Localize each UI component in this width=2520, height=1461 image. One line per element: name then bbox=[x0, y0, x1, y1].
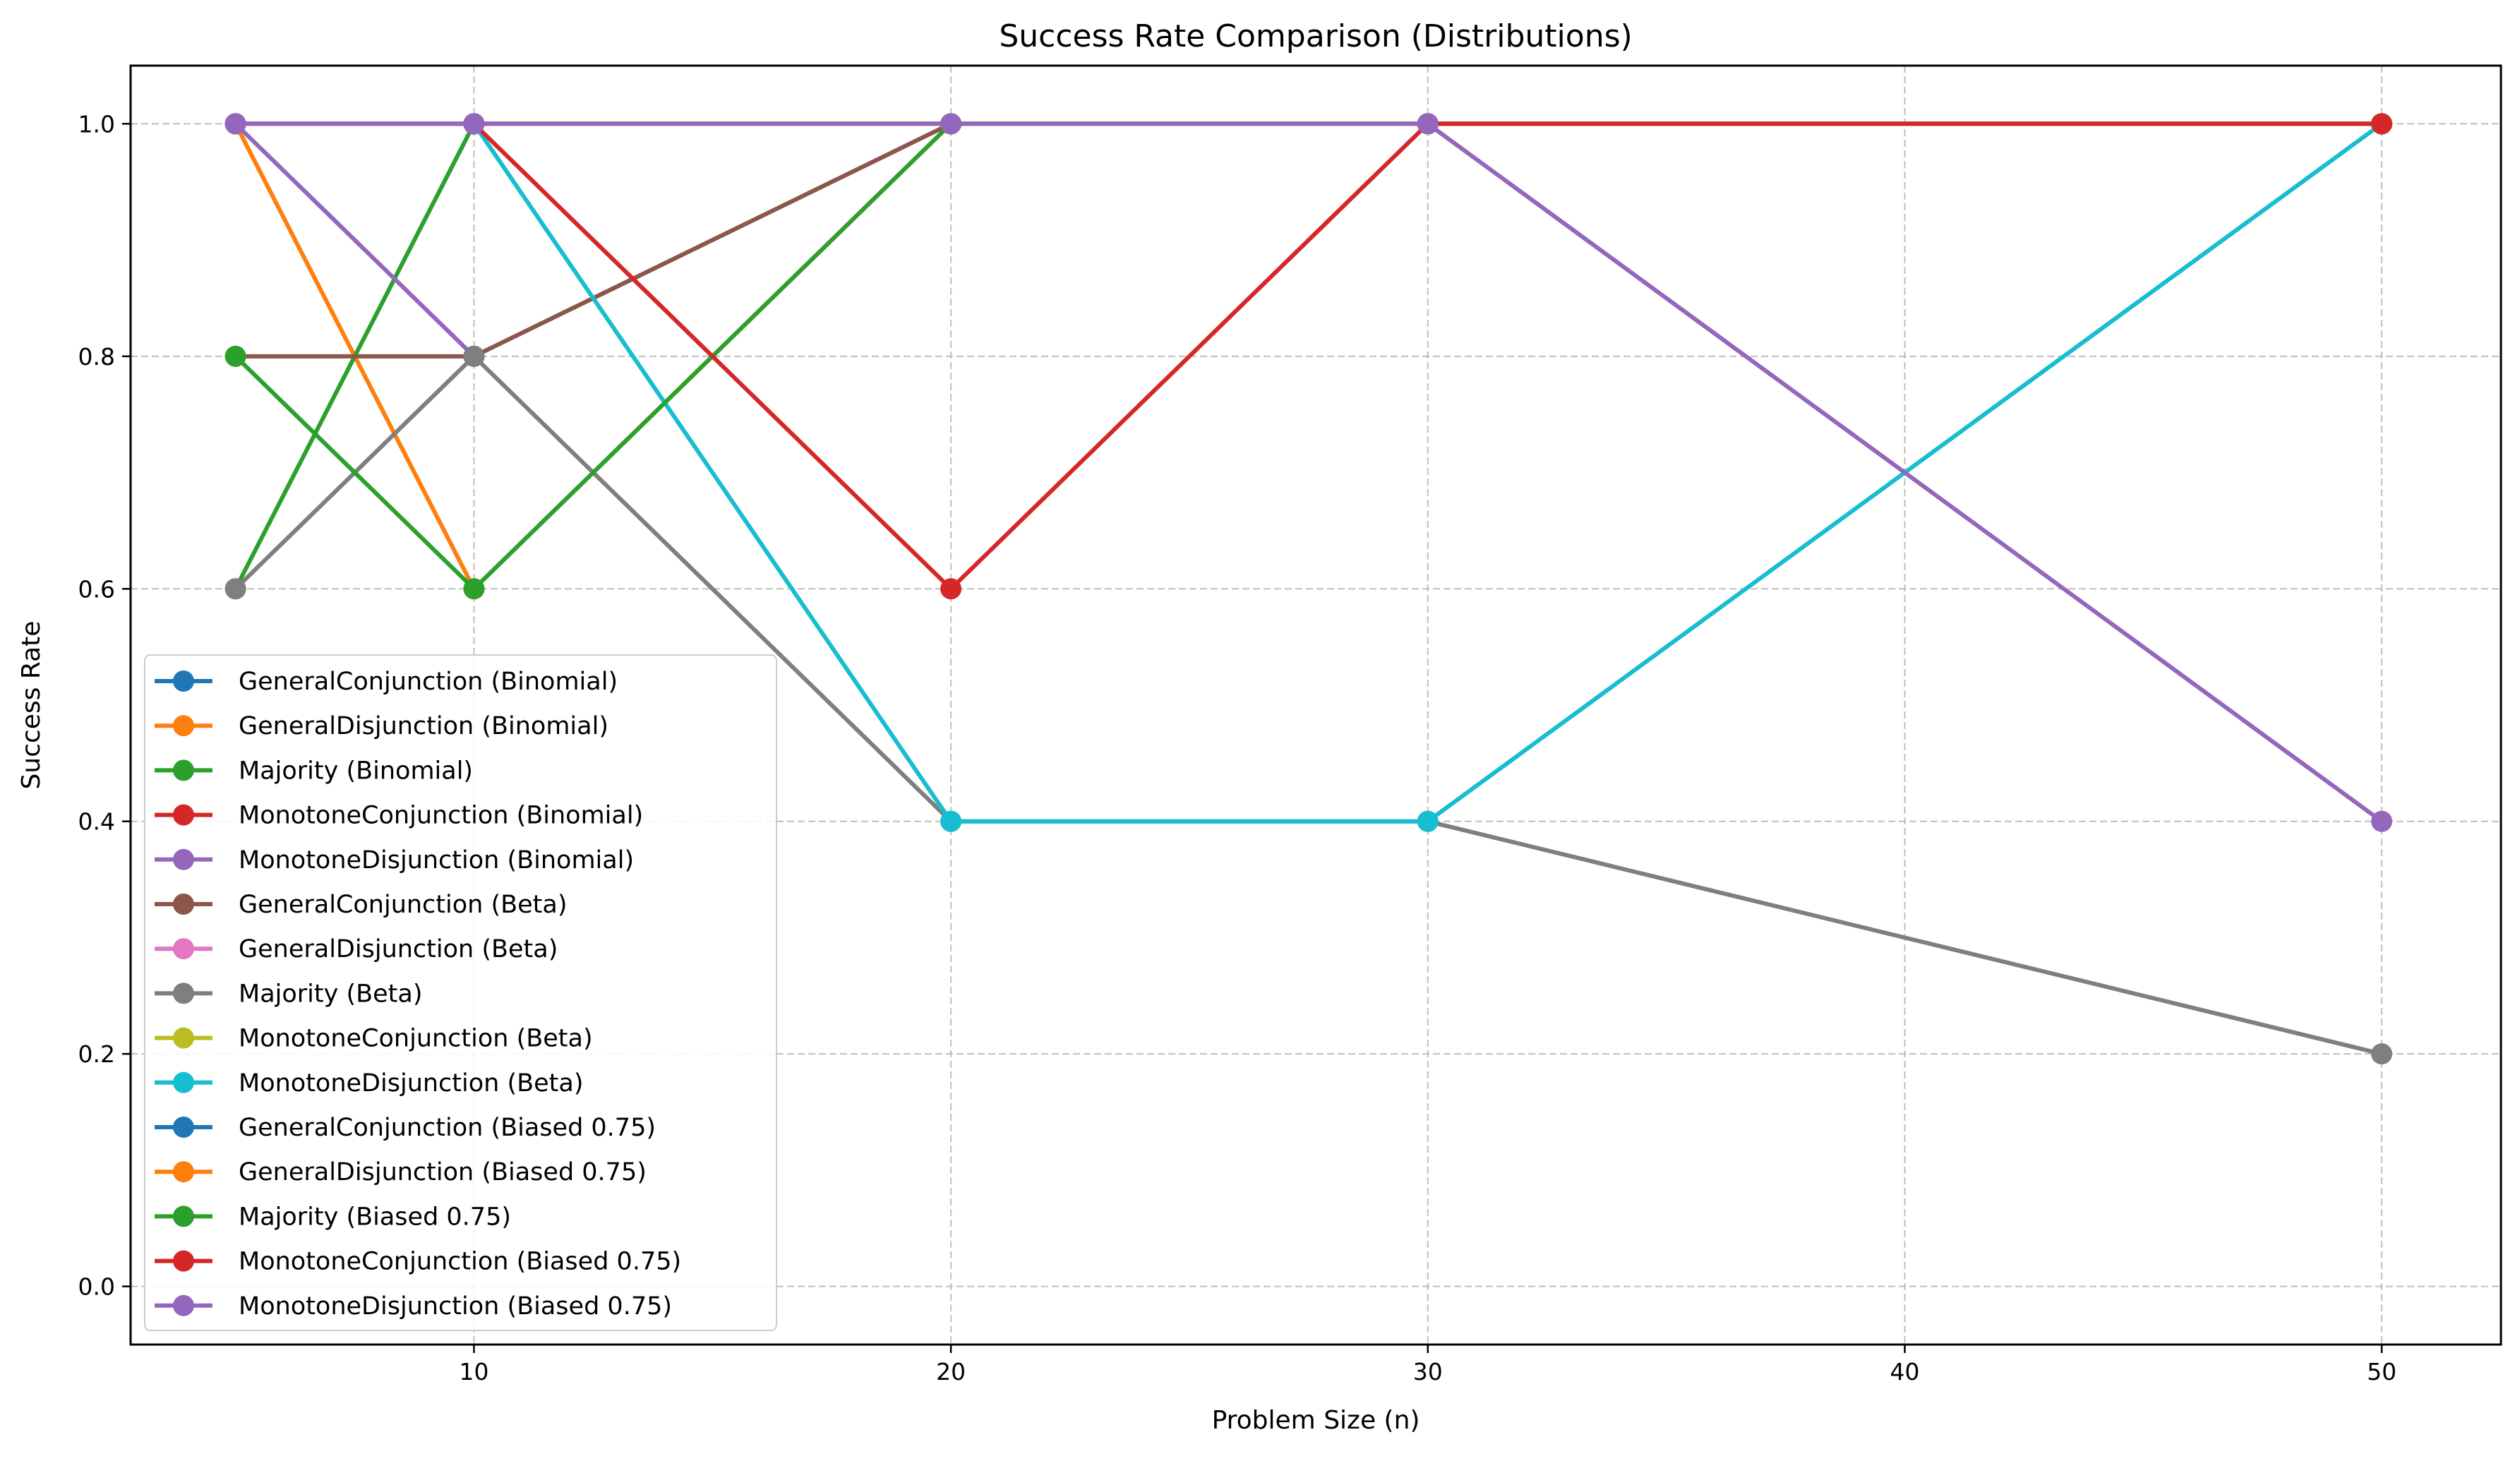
plot-frame bbox=[129, 64, 2502, 1346]
legend-label: GeneralDisjunction (Binomial) bbox=[239, 712, 608, 740]
data-point bbox=[940, 810, 962, 832]
legend-label: MonotoneDisjunction (Binomial) bbox=[239, 846, 634, 874]
legend-marker bbox=[173, 1294, 194, 1316]
y-tick-label: 1.0 bbox=[78, 110, 115, 138]
series-layer bbox=[224, 113, 2393, 1065]
x-tick-label: 30 bbox=[1413, 1358, 1443, 1385]
legend-marker bbox=[173, 894, 194, 915]
legend-label: GeneralDisjunction (Beta) bbox=[239, 935, 558, 963]
legend-entry: MonotoneDisjunction (Biased 0.75) bbox=[155, 1292, 672, 1321]
legend-entry: Majority (Biased 0.75) bbox=[155, 1203, 511, 1231]
legend-label: MonotoneConjunction (Biased 0.75) bbox=[239, 1248, 681, 1276]
legend-entry: MonotoneConjunction (Binomial) bbox=[155, 802, 643, 830]
legend-entry: MonotoneConjunction (Biased 0.75) bbox=[155, 1248, 681, 1276]
chart-title: Success Rate Comparison (Distributions) bbox=[999, 18, 1632, 54]
legend-marker bbox=[173, 1071, 194, 1093]
y-tick-label: 0.2 bbox=[78, 1040, 115, 1068]
x-tick-label: 10 bbox=[459, 1358, 488, 1385]
data-point bbox=[1417, 113, 1439, 135]
y-tick-label: 0.6 bbox=[78, 575, 115, 603]
y-tick-label: 0.4 bbox=[78, 808, 115, 836]
legend: GeneralConjunction (Binomial) GeneralDisj… bbox=[144, 654, 777, 1331]
legend-label: MonotoneDisjunction (Biased 0.75) bbox=[239, 1292, 672, 1321]
legend-marker bbox=[173, 848, 194, 870]
legend-label: GeneralConjunction (Biased 0.75) bbox=[239, 1114, 656, 1142]
legend-marker bbox=[173, 759, 194, 781]
legend-label: MonotoneDisjunction (Beta) bbox=[239, 1069, 584, 1098]
legend-label: MonotoneConjunction (Binomial) bbox=[239, 802, 643, 830]
data-point bbox=[224, 345, 246, 367]
data-point bbox=[1417, 810, 1439, 832]
x-axis-label: Problem Size (n) bbox=[1212, 1406, 1420, 1435]
data-point bbox=[224, 113, 246, 135]
data-point bbox=[2371, 113, 2393, 135]
legend-label: Majority (Beta) bbox=[239, 980, 422, 1008]
data-point bbox=[463, 113, 485, 135]
legend-label: MonotoneConjunction (Beta) bbox=[239, 1025, 593, 1053]
legend-label: Majority (Biased 0.75) bbox=[239, 1203, 511, 1231]
series-15 bbox=[224, 113, 2393, 832]
legend-label: GeneralConjunction (Binomial) bbox=[239, 668, 618, 696]
data-point bbox=[940, 578, 962, 600]
legend-marker bbox=[173, 982, 194, 1004]
legend-entry: Majority (Beta) bbox=[155, 980, 422, 1008]
y-tick-label: 0.0 bbox=[78, 1273, 115, 1301]
legend-entry: GeneralDisjunction (Biased 0.75) bbox=[155, 1158, 647, 1186]
data-point bbox=[224, 578, 246, 600]
data-point bbox=[2371, 1043, 2393, 1065]
legend-entry: GeneralConjunction (Biased 0.75) bbox=[155, 1114, 656, 1142]
legend-entry: GeneralConjunction (Beta) bbox=[155, 891, 568, 919]
data-point bbox=[940, 113, 962, 135]
legend-label: GeneralConjunction (Beta) bbox=[239, 891, 568, 919]
y-tick-label: 0.8 bbox=[78, 343, 115, 371]
legend-marker bbox=[173, 671, 194, 692]
legend-marker bbox=[173, 938, 194, 960]
x-tick-label: 40 bbox=[1890, 1358, 1919, 1385]
legend-marker bbox=[173, 715, 194, 737]
legend-marker bbox=[173, 804, 194, 826]
legend-entry: MonotoneDisjunction (Beta) bbox=[155, 1069, 584, 1098]
legend-label: Majority (Binomial) bbox=[239, 757, 473, 785]
x-tick-label: 20 bbox=[936, 1358, 966, 1385]
legend-entry: GeneralConjunction (Binomial) bbox=[155, 668, 618, 696]
legend-marker bbox=[173, 1250, 194, 1272]
data-point bbox=[463, 345, 485, 367]
legend-marker bbox=[173, 1161, 194, 1183]
legend-box bbox=[144, 654, 777, 1331]
legend-entry: GeneralDisjunction (Binomial) bbox=[155, 712, 608, 740]
axis-ticks: 10 20 30 40 50 0.0 0.2 0.4 0.6 0.8 1.0 bbox=[78, 110, 2397, 1385]
legend-entry: MonotoneConjunction (Beta) bbox=[155, 1025, 593, 1053]
legend-entry: Majority (Binomial) bbox=[155, 757, 473, 785]
data-point bbox=[2371, 810, 2393, 832]
legend-label: GeneralDisjunction (Biased 0.75) bbox=[239, 1158, 647, 1186]
y-axis-label: Success Rate bbox=[17, 621, 46, 790]
legend-marker bbox=[173, 1027, 194, 1049]
legend-marker bbox=[173, 1117, 194, 1138]
data-point bbox=[463, 578, 485, 600]
legend-marker bbox=[173, 1206, 194, 1227]
x-tick-label: 50 bbox=[2367, 1358, 2396, 1385]
legend-entry: GeneralDisjunction (Beta) bbox=[155, 935, 558, 963]
legend-entry: MonotoneDisjunction (Binomial) bbox=[155, 846, 634, 874]
